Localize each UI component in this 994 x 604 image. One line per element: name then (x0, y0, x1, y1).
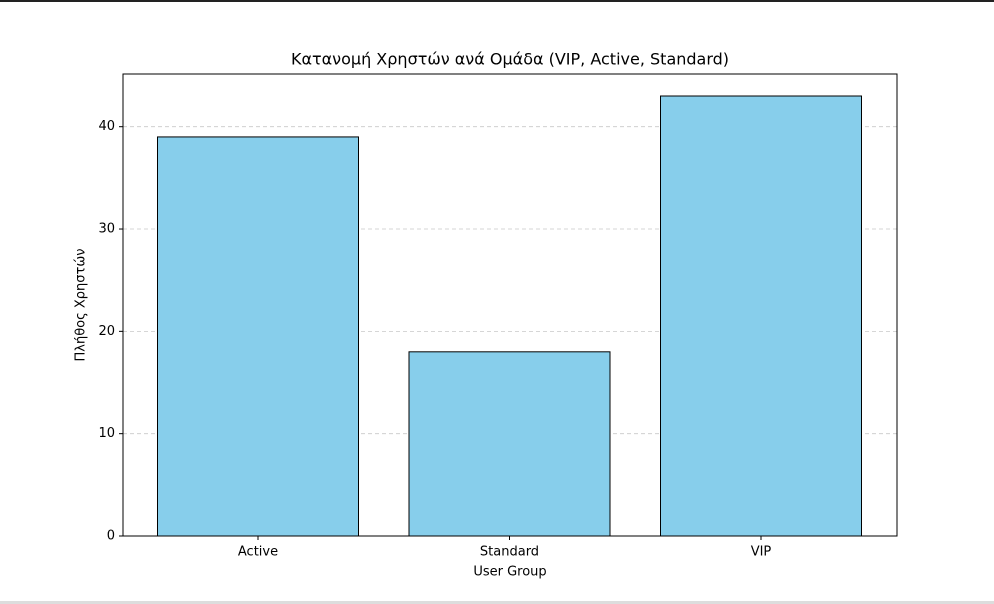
x-tick-label: Standard (480, 545, 539, 560)
y-axis-label: Πλήθος Χρηστών (74, 249, 89, 362)
bar (157, 136, 359, 537)
bar (408, 351, 611, 537)
chart-title: Κατανομή Χρηστών ανά Ομάδα (VIP, Active,… (291, 50, 729, 69)
y-tick-label: 0 (107, 529, 115, 544)
x-axis-label: User Group (473, 565, 546, 580)
top-border (0, 0, 994, 2)
y-tick-label: 10 (98, 426, 115, 441)
y-tick-label: 30 (98, 222, 115, 237)
y-tick-label: 20 (98, 324, 115, 339)
x-tick-label: Active (238, 545, 278, 560)
x-tick-label: VIP (751, 545, 772, 560)
bar (660, 95, 862, 537)
bottom-border (0, 601, 994, 604)
plot-frame (122, 73, 898, 537)
y-tick-label: 40 (98, 119, 115, 134)
